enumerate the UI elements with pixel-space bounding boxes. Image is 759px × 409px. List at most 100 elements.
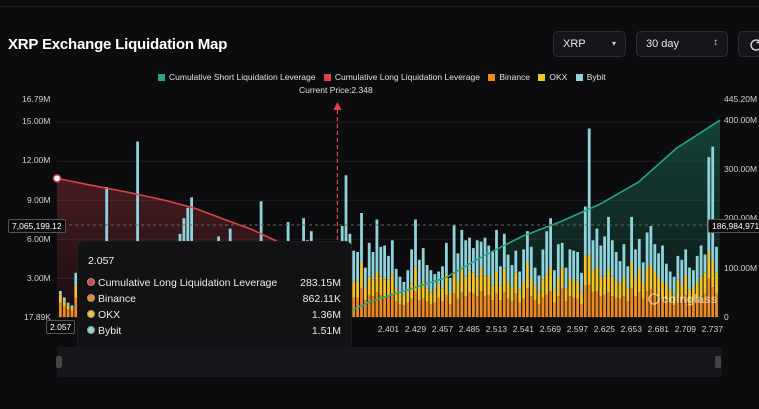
bar-binance [406, 302, 410, 317]
zoom-handle-right[interactable] [715, 356, 721, 368]
bar-bybit [653, 244, 657, 272]
y-right-tick: 445.20M [724, 94, 758, 104]
hover-right-value: 186,984,971. [708, 219, 759, 233]
bar-okx [410, 283, 413, 299]
bar-okx [495, 271, 498, 294]
x-tick-label: 2.401 [378, 324, 400, 334]
bar-binance [541, 297, 545, 317]
zoom-handle-left[interactable] [56, 356, 62, 368]
legend-swatch-binance [488, 73, 496, 81]
bar-binance [429, 304, 433, 317]
bar-binance [479, 291, 483, 317]
refresh-button[interactable] [738, 31, 759, 57]
bar-bybit [665, 263, 668, 285]
legend-item-okx[interactable]: OKX [538, 72, 567, 82]
bar-bybit [105, 187, 109, 286]
bar-binance [684, 294, 688, 317]
bar-bybit [452, 224, 456, 272]
bar-binance [452, 293, 456, 317]
bar-bybit [560, 242, 564, 268]
bar-okx [699, 276, 703, 297]
bar-okx [456, 281, 460, 299]
bar-okx [545, 274, 549, 295]
bar-bybit [607, 216, 610, 269]
legend-item-long[interactable]: Cumulative Long Liquidation Leverage [323, 72, 480, 82]
bar-bybit [398, 276, 402, 293]
bar-okx [437, 283, 440, 298]
zoom-scrollbar[interactable] [56, 347, 722, 377]
bar-bybit [375, 219, 379, 272]
legend-item-binance[interactable]: Binance [488, 72, 530, 82]
period-select[interactable]: 30 day ↕ [636, 31, 728, 57]
y-right-tick: 200.00M [724, 213, 758, 223]
tooltip-title: 2.057 [88, 255, 115, 267]
watermark-logo-icon [648, 293, 660, 305]
bar-binance [711, 287, 715, 317]
bar-bybit [394, 268, 398, 289]
bar-okx [367, 276, 371, 295]
bar-bybit [379, 246, 383, 277]
bar-okx [421, 281, 425, 299]
bar-binance [448, 304, 452, 317]
bar-bybit [383, 245, 386, 280]
bar-bybit [360, 213, 363, 263]
bar-bybit [591, 240, 595, 271]
bar-bybit [367, 242, 371, 277]
bar-bybit [587, 128, 591, 255]
bar-bybit [479, 241, 483, 268]
bar-binance [499, 300, 502, 317]
bar-binance [456, 298, 460, 317]
bar-binance [526, 288, 529, 317]
bar-bybit [533, 267, 537, 286]
bar-bybit [371, 252, 375, 280]
bar-okx [657, 278, 660, 297]
bar-okx [637, 268, 641, 293]
y-left-tick: 12.00M [22, 155, 51, 165]
bar-bybit [502, 233, 506, 269]
bar-okx [607, 268, 610, 293]
legend-item-bybit[interactable]: Bybit [575, 72, 606, 82]
bar-okx [618, 283, 622, 299]
bar-binance [472, 293, 475, 317]
bar-binance [468, 292, 471, 317]
bar-binance [595, 291, 599, 317]
bar-binance [371, 296, 375, 317]
bar-binance [394, 301, 398, 317]
bar-binance [410, 298, 413, 317]
bar-bybit [610, 240, 614, 277]
bar-binance [518, 302, 522, 317]
bar-bybit [344, 175, 348, 262]
bar-okx [356, 280, 359, 298]
bar-okx [591, 270, 595, 293]
bar-bybit [707, 157, 711, 252]
bar-bybit [472, 248, 475, 273]
bar-bybit [695, 255, 699, 282]
bar-okx [533, 285, 537, 301]
bar-binance [668, 302, 672, 317]
y-left-tick: 15.00M [22, 116, 51, 126]
bar-okx [394, 288, 398, 302]
bar-okx [62, 301, 66, 307]
bar-bybit [518, 271, 522, 290]
bar-binance [583, 285, 587, 317]
bar-bybit [549, 218, 552, 268]
bar-bybit [66, 302, 70, 306]
bar-okx [472, 272, 475, 294]
x-tick-label: 2.457 [432, 324, 454, 334]
bar-bybit [425, 265, 429, 289]
x-tick-label: 2.513 [486, 324, 508, 334]
bar-okx [445, 274, 448, 295]
bar-bybit [699, 245, 703, 277]
bar-bybit [556, 244, 560, 278]
bar-okx [66, 305, 70, 310]
bar-okx [576, 281, 579, 299]
bar-binance [379, 294, 383, 317]
bar-bybit [576, 252, 579, 282]
bar-okx [414, 266, 417, 291]
coin-select[interactable]: XRP ▾ [553, 31, 626, 57]
bar-binance [580, 304, 583, 317]
bar-binance [375, 292, 379, 317]
legend-item-short[interactable]: Cumulative Short Liquidation Leverage [158, 72, 315, 82]
x-tick-label: 2.681 [648, 324, 670, 334]
bar-okx [390, 274, 394, 294]
